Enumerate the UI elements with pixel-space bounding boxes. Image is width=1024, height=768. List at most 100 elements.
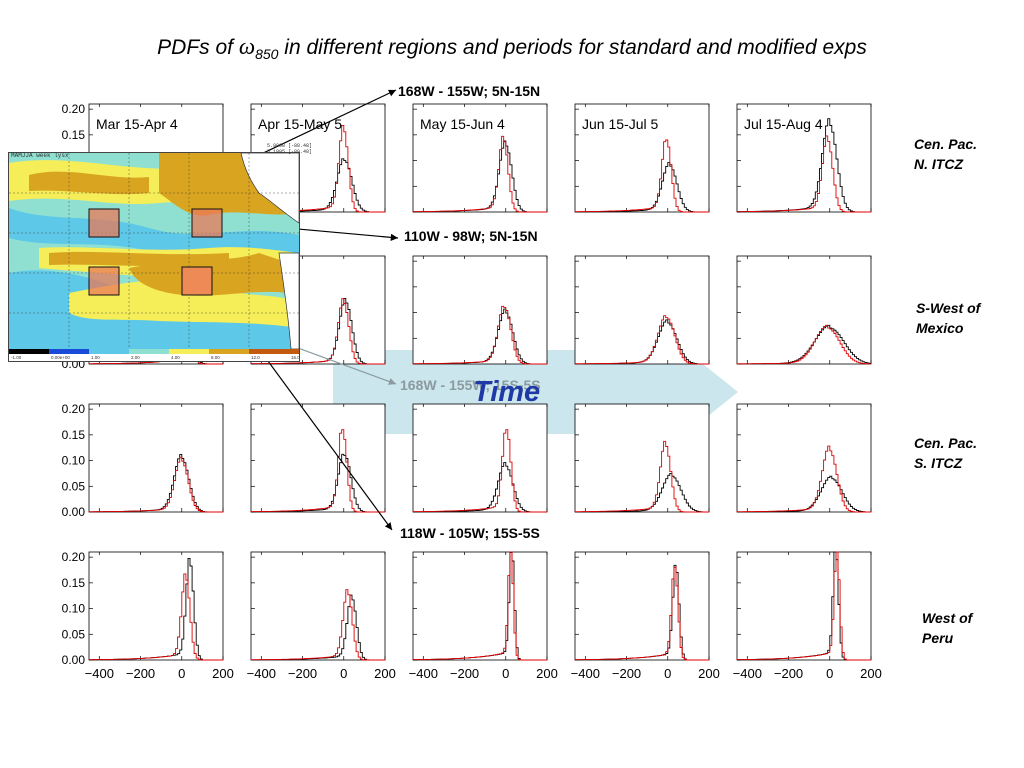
x-tick-label: −200 <box>288 666 317 681</box>
map-title: MAMJJA week lysx <box>11 152 69 159</box>
region-line2: Peru <box>922 630 954 646</box>
x-tick-label: 0 <box>826 666 833 681</box>
x-tick-label: 200 <box>212 666 234 681</box>
y-tick-label: 0.00 <box>62 505 86 519</box>
x-tick-label: −200 <box>774 666 803 681</box>
x-tick-label: 0 <box>502 666 509 681</box>
region-label: West of Peru <box>922 608 972 648</box>
map-land <box>240 152 300 224</box>
y-tick-label: 0.10 <box>62 454 86 468</box>
region-box-west-peru <box>181 266 213 296</box>
y-tick-label: 0.05 <box>62 479 86 493</box>
region-line1: S-West of <box>916 300 981 316</box>
x-tick-label: −200 <box>126 666 155 681</box>
title-suffix: in different regions and periods for sta… <box>278 36 867 59</box>
region-line2: S. ITCZ <box>914 455 963 471</box>
panel-frame <box>736 403 872 513</box>
pdf-panel: −400 −200 0 200 <box>409 551 558 681</box>
pdf-panel <box>412 255 548 365</box>
x-tick-label: 200 <box>536 666 558 681</box>
panel-frame <box>88 551 224 661</box>
pdf-modified-line <box>412 305 547 365</box>
region-box-sw-mexico <box>191 208 223 238</box>
colorbar-tick-label: 12.0 <box>251 355 260 360</box>
region-line2: Mexico <box>916 320 964 336</box>
region-label: Cen. Pac. S. ITCZ <box>914 433 977 473</box>
y-tick-label: 0.00 <box>62 653 86 667</box>
pdf-panel <box>250 403 386 513</box>
map-stats: 5.1995 [-80.48] <box>267 149 313 155</box>
pdf-modified-line <box>736 324 871 365</box>
x-tick-label: 0 <box>178 666 185 681</box>
region-label: S-West of Mexico <box>916 298 980 338</box>
x-tick-label: −200 <box>612 666 641 681</box>
y-tick-label: 0.05 <box>62 627 86 641</box>
period-label: May 15-Jun 4 <box>420 116 505 132</box>
x-tick-label: 0 <box>664 666 671 681</box>
region-line1: West of <box>922 610 973 626</box>
region-coords: 110W - 98W; 5N-15N <box>404 228 538 244</box>
pdf-panel <box>574 103 710 213</box>
pdf-modified-line <box>412 429 547 513</box>
pdf-modified-line <box>574 139 709 213</box>
panel-frame <box>412 551 548 661</box>
pdf-modified-line <box>250 429 385 513</box>
pdf-panel <box>736 403 872 513</box>
pdf-panel <box>574 255 710 365</box>
y-tick-label: 0.20 <box>62 102 86 116</box>
region-label: Cen. Pac. N. ITCZ <box>914 134 977 174</box>
colorbar-tick-label: 2.00 <box>131 355 140 360</box>
y-tick-label: 0.15 <box>62 576 86 590</box>
panel-frame <box>412 403 548 513</box>
pdf-panel <box>412 403 548 513</box>
x-tick-label: −400 <box>247 666 276 681</box>
panel-frame <box>412 103 548 213</box>
x-tick-label: 200 <box>860 666 882 681</box>
region-box-cen-pac-s-itcz <box>88 266 120 296</box>
x-tick-label: 200 <box>374 666 396 681</box>
region-line1: Cen. Pac. <box>914 435 978 451</box>
region-line1: Cen. Pac. <box>914 136 978 152</box>
panel-frame <box>88 403 224 513</box>
panel-frame <box>250 551 386 661</box>
colorbar-tick-label: 1.00 <box>91 355 100 360</box>
panel-frame <box>574 255 710 365</box>
pdf-panel <box>736 255 872 365</box>
figure-title: PDFs of ω850 in different regions and pe… <box>0 34 1024 62</box>
x-tick-label: −400 <box>85 666 114 681</box>
panel-frame <box>736 255 872 365</box>
omega-symbol: ω <box>238 34 256 59</box>
pdf-modified-line <box>88 456 223 513</box>
y-tick-label: 0.20 <box>62 550 86 564</box>
period-label: Apr 15-May 5 <box>258 116 343 132</box>
panel-frame <box>736 103 872 213</box>
pdf-panel <box>736 103 872 213</box>
x-tick-label: −400 <box>733 666 762 681</box>
pdf-modified-line <box>736 445 871 513</box>
period-label: Jul 15-Aug 4 <box>744 116 823 132</box>
x-tick-label: 0 <box>340 666 347 681</box>
y-tick-label: 0.10 <box>62 602 86 616</box>
region-box-cen-pac-n-itcz <box>88 208 120 238</box>
pdf-panel: 0.00 0.05 0.10 0.15 0.20 <box>62 402 224 519</box>
map-stats: 5.9008 [-80.48] <box>267 143 313 149</box>
title-subscript: 850 <box>255 46 279 63</box>
pdf-modified-line <box>412 551 547 661</box>
panel-frame <box>412 255 548 365</box>
pdf-modified-line <box>250 589 385 661</box>
region-coords: 168W - 155W; 5N-15N <box>398 83 541 99</box>
map-gridlines <box>9 153 299 349</box>
region-line2: N. ITCZ <box>914 156 963 172</box>
map-yellow-band <box>69 280 299 328</box>
colorbar-ticks: -1.00 0.00e+00 1.00 2.00 4.00 8.00 12.0 16.0 <box>11 355 300 360</box>
pdf-modified-line <box>574 440 709 513</box>
pdf-modified-line <box>574 566 709 661</box>
inset-map: -1.00 0.00e+00 1.00 2.00 4.00 8.00 12.0 16.0 MA… <box>8 143 312 362</box>
pdf-panel: −400 −200 0 200 <box>571 551 720 681</box>
period-label: Jun 15-Jul 5 <box>582 116 659 132</box>
region-coords: 118W - 105W; 15S-5S <box>400 525 540 541</box>
title-prefix: PDFs of <box>157 36 239 59</box>
pdf-panel <box>412 103 548 213</box>
x-tick-label: 200 <box>698 666 720 681</box>
region-coords: 168W - 155W; 15S-5S <box>400 377 541 393</box>
